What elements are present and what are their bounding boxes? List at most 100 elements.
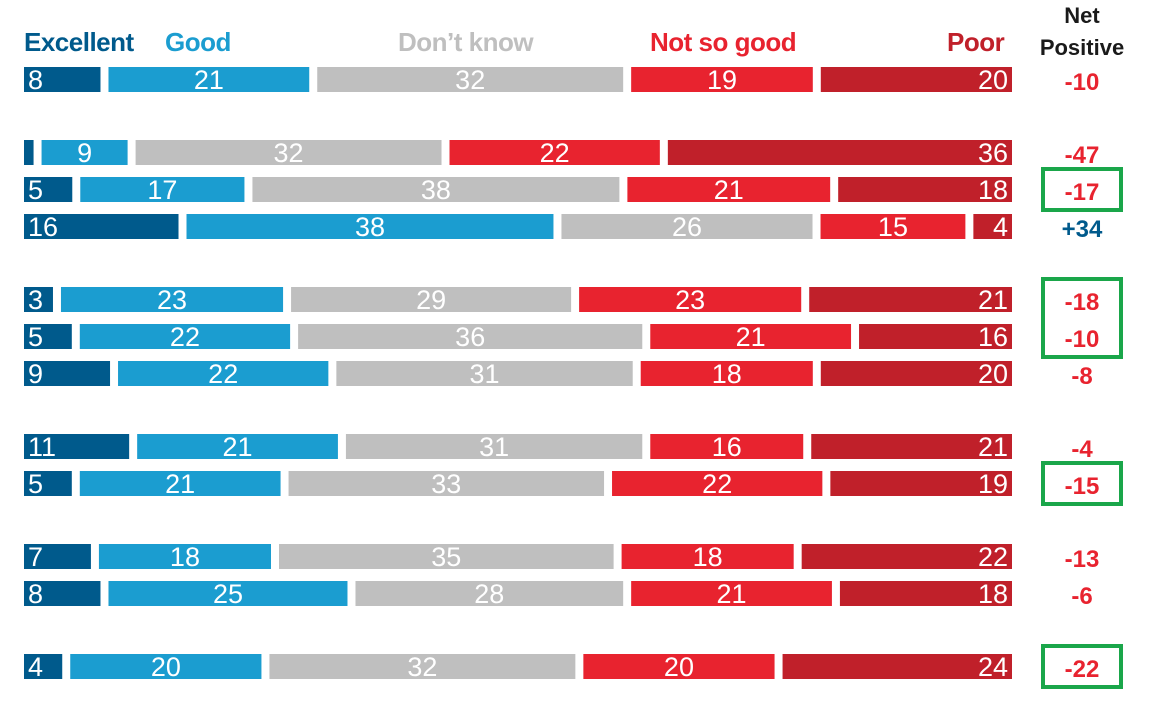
net-positive-value: -10 bbox=[1065, 69, 1100, 96]
data-label-not-so-good: 22 bbox=[540, 138, 570, 168]
bar-row-6: 5 22 36 21 16 bbox=[24, 322, 1012, 352]
highlight-box bbox=[1041, 167, 1123, 212]
net-positive-value: -10 bbox=[1065, 326, 1100, 353]
bar-row-10: 7 18 35 18 22 bbox=[24, 542, 1012, 572]
bar-segment-excellent bbox=[24, 544, 91, 569]
bar-segment-good bbox=[98, 544, 271, 569]
data-label-poor: 20 bbox=[978, 65, 1008, 95]
bar-segment-excellent bbox=[24, 434, 130, 459]
bar-segment-excellent bbox=[24, 471, 72, 496]
data-label-not-so-good: 23 bbox=[675, 285, 705, 315]
data-label-good: 25 bbox=[213, 579, 243, 609]
bar-segment-not-so-good bbox=[627, 177, 831, 202]
bar-segment-good bbox=[60, 287, 284, 312]
bar-row-1: 8 21 32 19 20 bbox=[24, 65, 1012, 95]
data-label-excellent: 5 bbox=[28, 175, 43, 205]
net-positive-value: -47 bbox=[1065, 142, 1100, 169]
data-label-good: 17 bbox=[147, 175, 177, 205]
data-label-don-t-know: 31 bbox=[470, 359, 500, 389]
bar-segment-poor bbox=[811, 434, 1012, 459]
data-label-excellent: 11 bbox=[28, 432, 56, 462]
data-label-excellent: 8 bbox=[28, 579, 43, 609]
bar-segment-excellent bbox=[24, 177, 73, 202]
bar-segment-poor bbox=[809, 287, 1012, 312]
data-label-not-so-good: 21 bbox=[714, 175, 744, 205]
legend-don-t-know: Don’t know bbox=[398, 27, 534, 57]
bar-segment-excellent bbox=[24, 361, 111, 386]
data-label-poor: 36 bbox=[978, 138, 1008, 168]
legend-good: Good bbox=[165, 27, 231, 57]
data-label-excellent: 7 bbox=[28, 542, 43, 572]
data-label-excellent: 5 bbox=[28, 322, 43, 352]
bar-segment-don-t-know bbox=[252, 177, 620, 202]
net-positive-value: -22 bbox=[1065, 656, 1100, 683]
bar-segment-poor bbox=[830, 471, 1012, 496]
bar-segment-don-t-know bbox=[135, 140, 442, 165]
data-label-not-so-good: 15 bbox=[878, 212, 908, 242]
bar-segment-excellent bbox=[24, 654, 63, 679]
data-label-don-t-know: 29 bbox=[416, 285, 446, 315]
data-label-don-t-know: 32 bbox=[455, 65, 485, 95]
data-label-poor: 18 bbox=[978, 579, 1008, 609]
data-label-poor: 22 bbox=[978, 542, 1008, 572]
bar-segment-don-t-know bbox=[288, 471, 605, 496]
bar-row-4: 16 38 26 15 4 bbox=[24, 212, 1012, 242]
bar-segment-good bbox=[79, 471, 281, 496]
data-label-poor: 4 bbox=[993, 212, 1008, 242]
legend-excellent: Excellent bbox=[24, 27, 135, 57]
bar-segment-excellent bbox=[24, 214, 179, 239]
data-label-not-so-good: 21 bbox=[736, 322, 766, 352]
data-label-not-so-good: 18 bbox=[712, 359, 742, 389]
bar-row-5: 3 23 29 23 21 bbox=[24, 285, 1012, 315]
bar-segment-don-t-know bbox=[279, 544, 614, 569]
bar-segment-good bbox=[41, 140, 128, 165]
bar-segment-good bbox=[108, 581, 348, 606]
bar-segment-poor bbox=[838, 177, 1012, 202]
bar-segment-don-t-know bbox=[317, 67, 624, 92]
bar-segment-don-t-know bbox=[561, 214, 813, 239]
data-label-good: 22 bbox=[208, 359, 238, 389]
bar-segment-poor bbox=[820, 361, 1012, 386]
bar-segment-good bbox=[137, 434, 338, 459]
data-label-poor: 16 bbox=[978, 322, 1008, 352]
bar-segment-don-t-know bbox=[355, 581, 624, 606]
data-label-good: 21 bbox=[165, 469, 195, 499]
bar-segment-not-so-good bbox=[820, 214, 966, 239]
bar-segment-excellent bbox=[24, 67, 101, 92]
bar-segment-not-so-good bbox=[583, 654, 775, 679]
bar-row-7: 9 22 31 18 20 bbox=[24, 359, 1012, 389]
data-label-poor: 21 bbox=[978, 432, 1008, 462]
data-label-not-so-good: 21 bbox=[717, 579, 747, 609]
net-positive-value: -13 bbox=[1065, 546, 1100, 573]
bar-segment-don-t-know bbox=[298, 324, 643, 349]
legend-poor: Poor bbox=[947, 27, 1005, 57]
bar-segment-good bbox=[80, 177, 245, 202]
data-label-good: 20 bbox=[151, 652, 181, 682]
bar-segment-poor bbox=[859, 324, 1012, 349]
net-positive-value: -18 bbox=[1065, 289, 1100, 316]
highlight-box bbox=[1041, 644, 1123, 689]
data-label-poor: 21 bbox=[978, 285, 1008, 315]
net-header-line-2: Positive bbox=[1040, 35, 1124, 60]
data-label-excellent: 16 bbox=[28, 212, 58, 242]
data-label-not-so-good: 22 bbox=[702, 469, 732, 499]
data-label-excellent: 9 bbox=[28, 359, 43, 389]
data-label-not-so-good: 20 bbox=[664, 652, 694, 682]
data-label-poor: 18 bbox=[978, 175, 1008, 205]
bar-segment-good bbox=[70, 654, 262, 679]
bar-segment-poor bbox=[820, 67, 1012, 92]
net-positive-value: -17 bbox=[1065, 179, 1100, 206]
bar-segment-don-t-know bbox=[269, 654, 576, 679]
net-positive-value: -15 bbox=[1065, 473, 1100, 500]
bar-segment-good bbox=[118, 361, 329, 386]
bar-segment-don-t-know bbox=[291, 287, 572, 312]
bar-segment-good bbox=[108, 67, 310, 92]
net-positive-column: -10 -47 -17 +34 -18 -10 -8 -4 -15 -13 -6 -22 bbox=[1041, 69, 1123, 689]
bar-segment-poor bbox=[782, 654, 1012, 679]
bar-segment-good bbox=[79, 324, 291, 349]
bar-segment-good bbox=[186, 214, 554, 239]
bar-segment-excellent bbox=[24, 140, 34, 165]
data-label-good: 21 bbox=[194, 65, 224, 95]
